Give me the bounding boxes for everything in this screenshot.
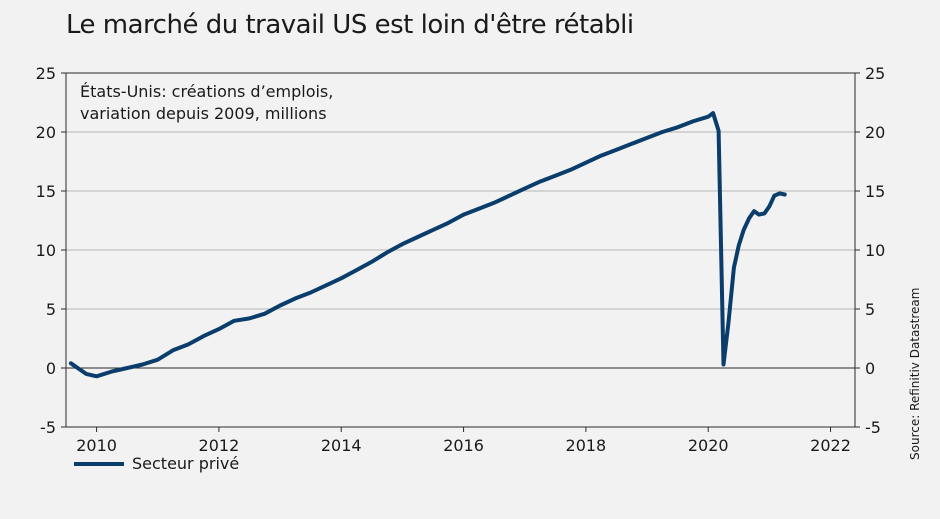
y-tick-label-right: 15 bbox=[865, 182, 885, 201]
series-layer bbox=[68, 111, 787, 379]
legend-label: Secteur privé bbox=[132, 454, 240, 473]
legend: Secteur privé bbox=[74, 454, 239, 473]
y-tick-label-right: 10 bbox=[865, 241, 885, 260]
y-tick-label-left: 20 bbox=[36, 123, 56, 142]
x-tick-label: 2010 bbox=[76, 436, 117, 455]
annotation-line: variation depuis 2009, millions bbox=[80, 104, 327, 123]
x-tick-label: 2012 bbox=[199, 436, 240, 455]
x-tick-label: 2014 bbox=[321, 436, 362, 455]
series-line-secteur-prive bbox=[68, 111, 787, 379]
chart-title: Le marché du travail US est loin d'être … bbox=[66, 10, 634, 40]
y-tick-label-right: 5 bbox=[865, 300, 875, 319]
legend-swatch bbox=[74, 461, 124, 466]
x-tick-label: 2020 bbox=[688, 436, 729, 455]
source-note: Source: Refinitiv Datastream bbox=[908, 287, 922, 460]
y-tick-label-left: 5 bbox=[46, 300, 56, 319]
y-tick-label-right: -5 bbox=[865, 418, 881, 437]
x-tick-label: 2018 bbox=[566, 436, 607, 455]
y-tick-label-left: 25 bbox=[36, 64, 56, 83]
annotation-line: États-Unis: créations d’emplois, bbox=[80, 82, 333, 101]
chart-annotation: États-Unis: créations d’emplois, variatio… bbox=[80, 82, 333, 123]
y-tick-label-left: 15 bbox=[36, 182, 56, 201]
y-tick-label-right: 0 bbox=[865, 359, 875, 378]
x-axis: 2010 2012 2014 2016 2018 2020 2022 bbox=[76, 427, 851, 455]
x-tick-label: 2022 bbox=[810, 436, 851, 455]
y-tick-label-right: 20 bbox=[865, 123, 885, 142]
y-tick-label-right: 25 bbox=[865, 64, 885, 83]
y-axis-left: -5 0 5 10 15 20 25 bbox=[36, 64, 66, 437]
y-tick-label-left: 10 bbox=[36, 241, 56, 260]
x-tick-label: 2016 bbox=[443, 436, 484, 455]
gridlines bbox=[66, 131, 855, 369]
y-axis-right: -5 0 5 10 15 20 25 bbox=[855, 64, 885, 437]
y-tick-label-left: 0 bbox=[46, 359, 56, 378]
y-tick-label-left: -5 bbox=[40, 418, 56, 437]
